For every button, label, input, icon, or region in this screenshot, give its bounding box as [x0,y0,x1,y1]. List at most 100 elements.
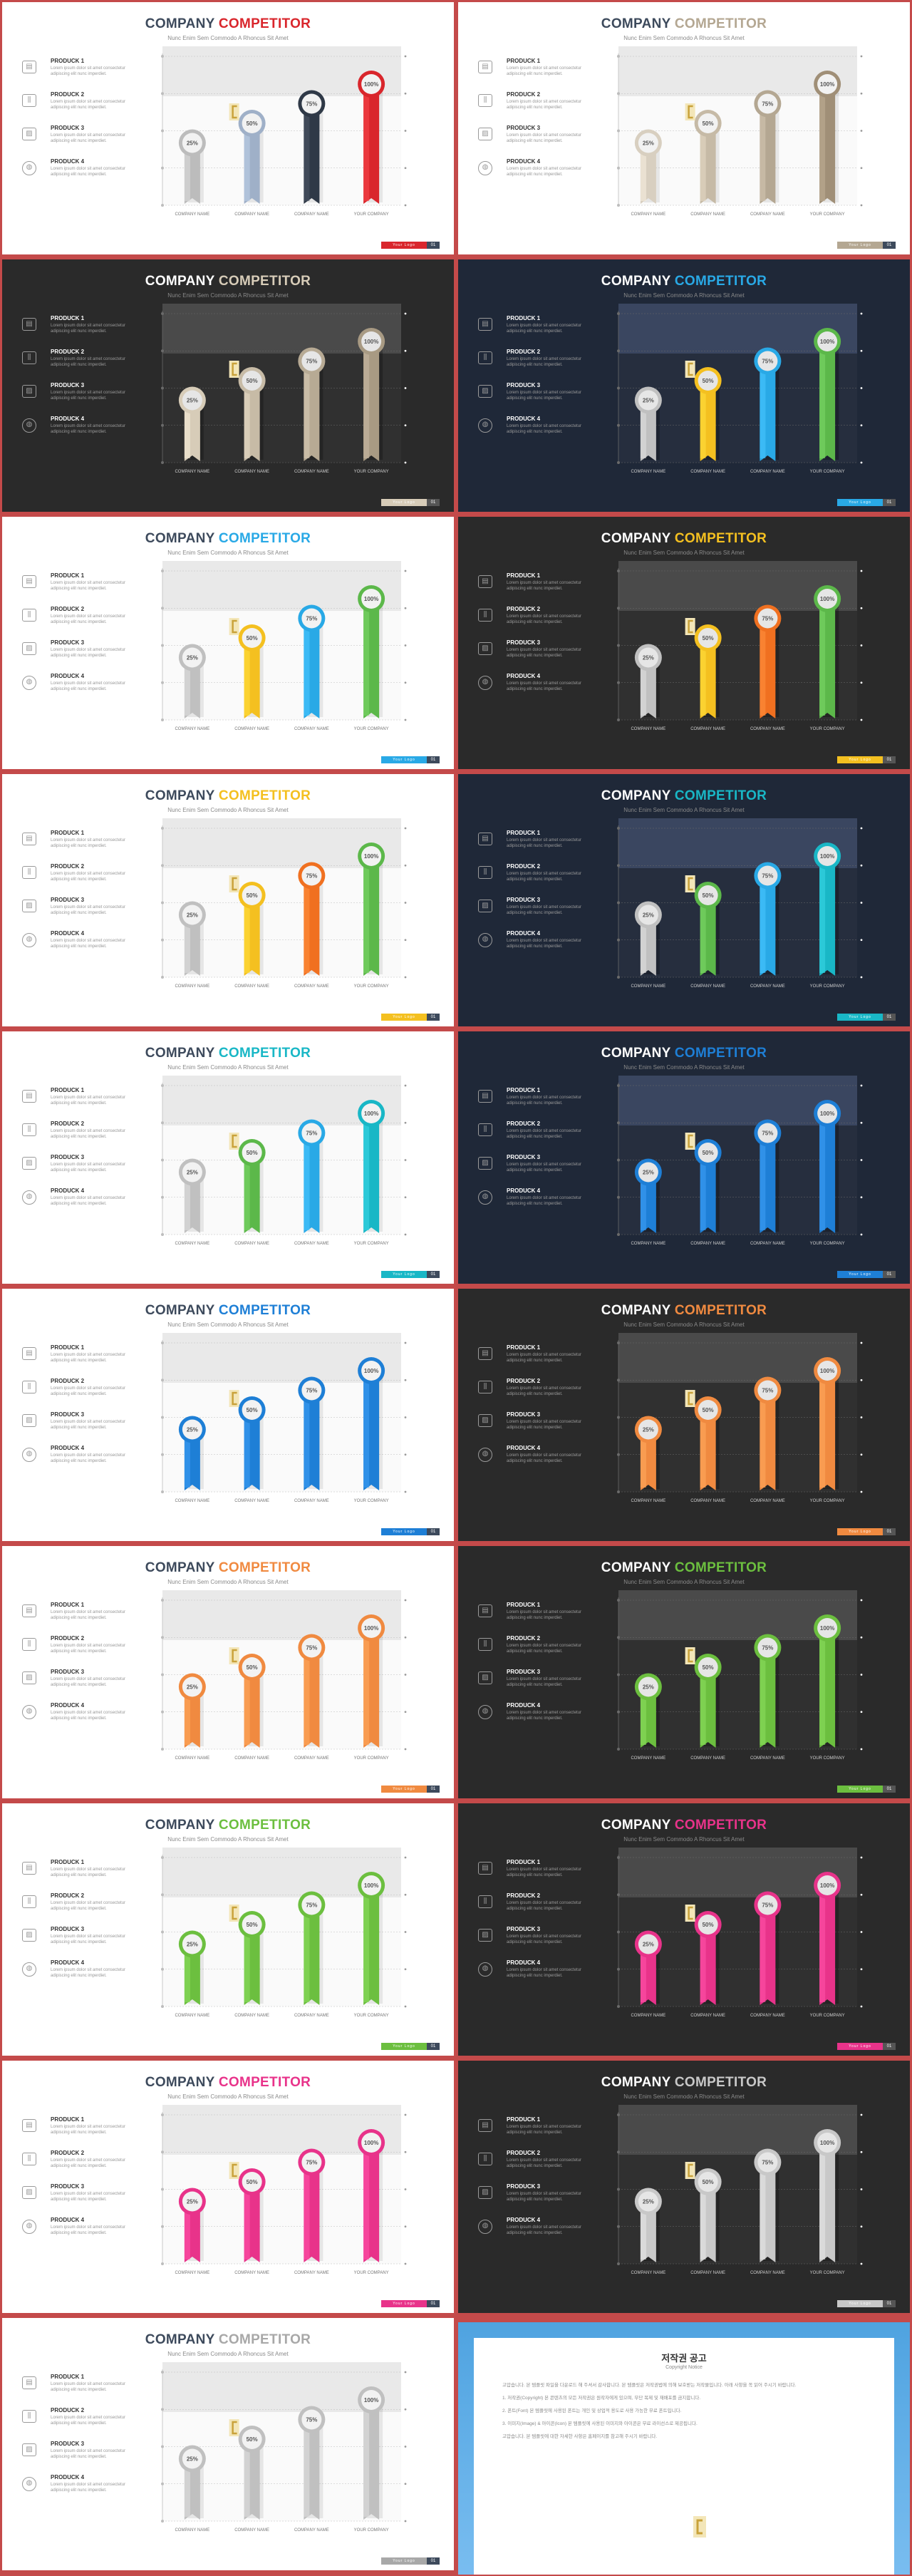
picture-icon: ▨ [22,128,36,140]
axis-dot [404,864,407,867]
bar-medallion-inner [182,2448,202,2469]
axis-dot [860,1636,863,1639]
product-name: PRODUCK 3 [507,125,541,131]
wallet-icon: ▤ [478,318,492,331]
product-item: ◍ PRODUCK 4 Lorem ipsum dolor sit amet con… [478,1187,599,1221]
product-item: ◍ PRODUCK 4 Lorem ipsum dolor sit amet con… [22,1959,143,1993]
product-description: Lorem ipsum dolor sit amet consectetur a… [51,1129,126,1139]
product-description: Lorem ipsum dolor sit amet consectetur a… [51,357,126,367]
category-label: COMPANY NAME [175,1499,209,1503]
bar-value-label: 50% [703,120,714,127]
bar-highlight [363,1628,370,1745]
product-item: ⫼ PRODUCK 2 Lorem ipsum dolor sit amet con… [478,1378,599,1411]
bar-value-label: 25% [187,912,198,919]
title-word-competitor: COMPETITOR [218,274,311,289]
category-label: COMPANY NAME [631,1756,665,1761]
product-description: Lorem ipsum dolor sit amet consectetur a… [51,66,126,76]
product-item: ◍ PRODUCK 4 Lorem ipsum dolor sit amet con… [22,158,143,192]
category-label: COMPANY NAME [631,1242,665,1246]
product-description: Lorem ipsum dolor sit amet consectetur a… [51,1420,126,1430]
axis-dot [860,718,863,721]
bar-medallion-inner [698,1657,718,1677]
competitor-chart: 25% COMPANY NAME 50% COMPANY NAME 75% COMPANY… [161,1076,407,1246]
product-name: PRODUCK 4 [507,2217,541,2223]
bar-highlight [363,341,370,458]
bar-highlight [760,618,766,716]
competitor-chart: 25% COMPANY NAME 50% COMPANY NAME 75% COMPANY… [161,2105,407,2275]
axis-dot [860,424,863,427]
product-name: PRODUCK 2 [51,2407,85,2413]
bar-medallion-inner [301,351,322,371]
notice-body: 고맙습니다. 본 템플릿 파일을 다운로드 해 주셔서 감사합니다. 본 템플릿… [502,2382,866,2446]
category-label: COMPANY NAME [175,1242,209,1246]
slide-subtitle: Nunc Enim Sem Commodo A Rhoncus Sit Amet [167,2351,289,2357]
chart-bar: 75% COMPANY NAME [750,1891,785,2018]
product-item: ⫼ PRODUCK 2 Lorem ipsum dolor sit amet con… [22,863,143,897]
equalizer-icon: ⫼ [22,351,36,364]
competitor-slide: COMPANY COMPETITOR Nunc Enim Sem Commodo … [458,259,910,512]
competitor-chart: 25% COMPANY NAME 50% COMPANY NAME 75% COMPANY… [161,561,407,731]
category-label: COMPANY NAME [294,2528,329,2533]
bar-highlight [640,143,646,201]
bar-medallion-inner [757,1895,778,1915]
product-name: PRODUCK 1 [51,1344,85,1351]
brand-logo-icon [229,2419,239,2436]
slide-subtitle: Nunc Enim Sem Commodo A Rhoncus Sit Amet [167,1322,289,1328]
category-label: YOUR COMPANY [354,1242,389,1246]
product-item: ◍ PRODUCK 4 Lorem ipsum dolor sit amet con… [478,1959,599,1993]
product-item: ⫼ PRODUCK 2 Lorem ipsum dolor sit amet con… [22,606,143,639]
bar-highlight [304,875,310,973]
chart-bar: 75% COMPANY NAME [294,1891,329,2018]
axis-dot [404,424,407,427]
bar-medallion-inner [361,846,382,866]
bar-highlight [700,895,706,973]
competitor-chart: 25% COMPANY NAME 50% COMPANY NAME 75% COMPANY… [161,2362,407,2533]
bar-medallion-inner [698,1915,718,1934]
bar-value-label: 50% [703,1922,714,1928]
category-label: YOUR COMPANY [354,2014,389,2018]
product-name: PRODUCK 1 [507,1859,541,1865]
competitor-slide: COMPANY COMPETITOR Nunc Enim Sem Commodo … [2,1546,454,1798]
product-item: ⫼ PRODUCK 2 Lorem ipsum dolor sit amet con… [478,2150,599,2183]
product-item: ▤ PRODUCK 1 Lorem ipsum dolor sit amet con… [478,572,599,606]
bar-medallion-inner [817,1618,838,1638]
product-list: ▤ PRODUCK 1 Lorem ipsum dolor sit amet con… [478,1344,599,1478]
bar-medallion-inner [361,1875,382,1895]
axis-dot [860,349,863,352]
product-list: ▤ PRODUCK 1 Lorem ipsum dolor sit amet con… [22,572,143,706]
product-description: Lorem ipsum dolor sit amet consectetur a… [507,1644,582,1654]
wallet-icon: ▤ [22,1862,36,1875]
category-label: COMPANY NAME [294,2271,329,2275]
product-item: ◍ PRODUCK 4 Lorem ipsum dolor sit amet con… [22,1445,143,1478]
chart-bar: 100% YOUR COMPANY [354,328,389,474]
product-description: Lorem ipsum dolor sit amet consectetur a… [507,2125,582,2135]
bar-medallion-inner [698,885,718,905]
globe-icon: ◍ [22,161,36,175]
axis-dot [860,387,863,389]
product-description: Lorem ipsum dolor sit amet consectetur a… [51,2416,126,2426]
globe-icon: ◍ [478,1448,492,1462]
bar-highlight [304,361,310,458]
brand-logo-icon [685,618,695,635]
product-list: ▤ PRODUCK 1 Lorem ipsum dolor sit amet con… [478,1087,599,1221]
product-description: Lorem ipsum dolor sit amet consectetur a… [51,1934,126,1944]
footer-page-number: 01 [427,242,440,249]
bar-value-label: 25% [187,1942,198,1948]
chart-bar: 75% COMPANY NAME [750,1634,785,1761]
product-item: ▨ PRODUCK 3 Lorem ipsum dolor sit amet con… [478,1926,599,1959]
title-word-company: COMPANY [601,1818,671,1833]
chart-bar: 50% COMPANY NAME [234,1911,269,2018]
category-label: YOUR COMPANY [810,212,845,217]
copyright-notice-slide: 저작권 공고 Copyright Notice 고맙습니다. 본 템플릿 파일을… [458,2322,910,2575]
bar-value-label: 100% [820,339,834,345]
product-name: PRODUCK 3 [507,1669,541,1675]
product-name: PRODUCK 2 [51,2150,85,2156]
product-name: PRODUCK 4 [507,1959,541,1966]
bar-highlight [700,2182,706,2260]
product-item: ▨ PRODUCK 3 Lorem ipsum dolor sit amet con… [478,382,599,416]
competitor-slide: COMPANY COMPETITOR Nunc Enim Sem Commodo … [458,1546,910,1798]
brand-logo-icon [229,1390,239,1407]
product-item: ▤ PRODUCK 1 Lorem ipsum dolor sit amet con… [478,830,599,863]
axis-dot [860,1121,863,1124]
bar-medallion-inner [301,608,322,629]
